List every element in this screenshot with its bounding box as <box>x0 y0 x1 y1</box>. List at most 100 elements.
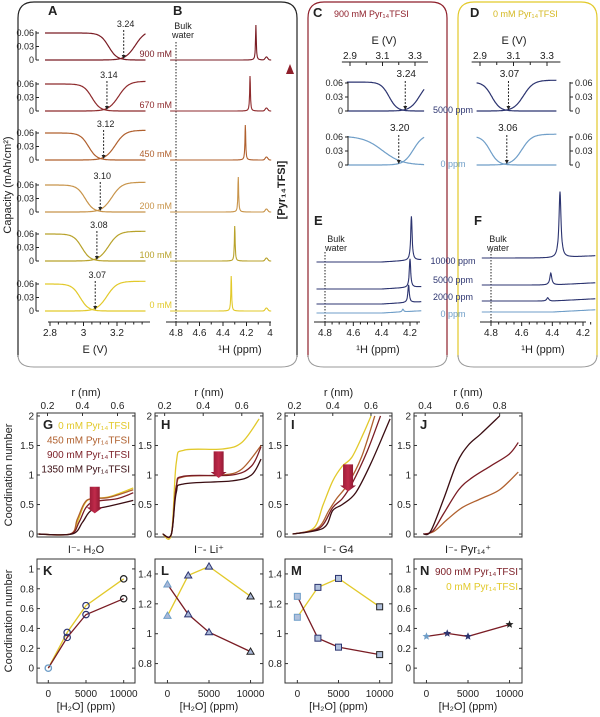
panel-a-x-tick-label: 3 <box>81 328 87 339</box>
x-axis-label: [H₂O] (ppm) <box>439 701 498 713</box>
y-tick-label: 0 <box>575 106 580 116</box>
nmr-spectrum <box>481 271 596 286</box>
y-tick-label: 0.8 <box>268 659 282 670</box>
x-tick-label: 5000 <box>198 689 221 700</box>
min-arrowhead <box>104 106 109 110</box>
y-tick-label: 1.4 <box>268 569 282 580</box>
min-potential-label: 3.07 <box>500 69 520 80</box>
charge-curve <box>45 83 146 112</box>
data-point-circle <box>82 601 90 610</box>
top-e-tick-label: 3.1 <box>507 51 521 62</box>
charge-curve <box>346 81 425 112</box>
y-tick-label: 0.5 <box>138 500 152 511</box>
ppm-tick-label: 4.2 <box>403 328 417 339</box>
y-tick-label: 1 <box>28 471 34 482</box>
series-line-450-mm <box>38 489 134 536</box>
min-arrowhead <box>403 106 408 110</box>
y-tick-label: 0.03 <box>575 92 593 102</box>
nmr-spectrum <box>170 75 272 112</box>
y-tick-label: 0.03 <box>16 142 34 152</box>
panel-label-k: K <box>43 563 53 578</box>
panel-label-b: B <box>173 3 182 18</box>
y-tick-label: 1.2 <box>268 599 282 610</box>
legend-entry: 0 mM Pyr₁₄TFSI <box>446 582 518 593</box>
panel-label-h: H <box>161 417 170 432</box>
charge-curve <box>346 136 425 166</box>
panel-c-xlabel: E (V) <box>371 35 396 47</box>
y-tick-label: 0.8 <box>397 584 411 595</box>
nmr-spectrum <box>170 176 272 213</box>
min-potential-label: 3.24 <box>117 19 135 29</box>
panel-d-title: 0 mM Pyr₁₄TFSI <box>493 9 558 19</box>
nmr-spectrum <box>170 225 272 262</box>
charge-curve <box>476 82 557 112</box>
y-tick-label: 0.03 <box>325 92 343 102</box>
x-tick-label: 0.4 <box>76 401 90 412</box>
data-point-circle <box>82 610 90 619</box>
plot-title: I⁻- Pyr₁₄⁺ <box>445 544 491 556</box>
x-tick-label: 0.2 <box>158 401 172 412</box>
nmr-spectrum <box>170 124 272 161</box>
data-point-triangle <box>204 627 214 636</box>
nmr-spectrum <box>316 258 422 290</box>
series-line <box>296 596 380 656</box>
nmr-spectrum <box>316 308 422 314</box>
y-tick-label: 0.06 <box>16 279 34 289</box>
series-line <box>47 598 124 669</box>
series-line-1350-mm <box>162 458 262 538</box>
panel-cd-frame-c <box>307 1 448 357</box>
x-tick-label: 10000 <box>237 689 265 700</box>
y-tick-label: 0 <box>338 160 343 170</box>
discharge-curve <box>45 129 146 161</box>
y-tick-label: 0.06 <box>16 79 34 89</box>
y-tick-label: 1.5 <box>138 441 152 452</box>
panel-b-xlabel: ¹H (ppm) <box>218 344 261 356</box>
y-tick-label: 0.06 <box>16 229 34 239</box>
min-potential-label: 3.14 <box>100 70 118 80</box>
min-potential-label: 3.20 <box>390 123 410 134</box>
min-potential-label: 3.12 <box>97 119 115 129</box>
plot-frame-i <box>284 412 393 538</box>
nmr-spectrum <box>170 275 272 312</box>
x-tick-label: 5000 <box>457 689 480 700</box>
y-tick-label: 0.03 <box>16 194 34 204</box>
panel-a-x-tick-label: 3.2 <box>110 328 124 339</box>
y-tick-label: 0.6 <box>20 604 34 615</box>
y-axis-label: Coordination number <box>3 569 15 672</box>
discharge-curve <box>45 181 146 213</box>
min-arrowhead <box>121 55 126 59</box>
plot-frame-l <box>154 558 264 684</box>
y-tick-label: 0.5 <box>397 500 411 511</box>
min-potential-label: 3.24 <box>397 69 417 80</box>
min-arrowhead <box>396 160 401 164</box>
discharge-curve <box>346 136 425 166</box>
series-line-900-mm <box>38 492 134 536</box>
panel-cd-frame-d <box>457 1 598 357</box>
discharge-curve <box>45 80 146 112</box>
y-tick-label: 1.5 <box>268 441 282 452</box>
series-line-450-mm <box>162 445 262 539</box>
y-tick-label: 2 <box>276 411 282 422</box>
panel-b-x-tick-label: 4.6 <box>193 328 207 339</box>
x-axis-label: [H₂O] (ppm) <box>180 701 239 713</box>
panel-ab-frame <box>17 1 298 357</box>
charge-curve <box>45 184 146 213</box>
series-line-1350-mm <box>423 415 501 536</box>
data-point-square <box>293 592 301 600</box>
charge-curve <box>45 32 146 61</box>
nmr-spectrum <box>481 309 596 313</box>
ppm-tick-label: 4.4 <box>545 328 559 339</box>
series-line <box>426 623 510 638</box>
nmr-spectrum <box>481 297 596 302</box>
y-tick-label: 0.6 <box>397 604 411 615</box>
y-tick-label: 1.5 <box>20 441 34 452</box>
plot-frame-j <box>413 412 523 538</box>
x-tick-label: 0 <box>295 689 301 700</box>
y-tick-label: 0 <box>29 55 34 65</box>
panel-label-c: C <box>313 5 323 20</box>
water-content-label: 0 ppm <box>440 309 465 319</box>
min-potential-label: 3.08 <box>90 220 108 230</box>
y-tick-label: 0.06 <box>575 78 593 88</box>
panel-a-ylabel: Capacity (mAh/cm²) <box>2 136 14 233</box>
